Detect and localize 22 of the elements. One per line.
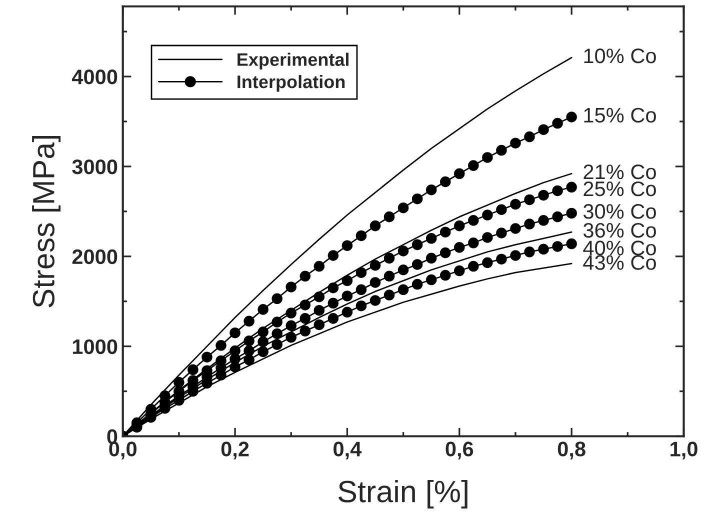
y-tick-label: 2000 bbox=[72, 249, 118, 264]
y-tick-label: 3000 bbox=[72, 159, 118, 174]
annotation: 36% Co bbox=[583, 222, 656, 238]
legend-label: Interpolation bbox=[238, 74, 345, 92]
annotation: 40% Co bbox=[583, 240, 656, 256]
annotation: 10% Co bbox=[584, 48, 656, 64]
annotation: 30% Co bbox=[583, 204, 656, 219]
legend-label: Experimental bbox=[238, 52, 348, 70]
y-tick-label: 4000 bbox=[72, 70, 118, 84]
x-tick-label: 1,0 bbox=[670, 442, 698, 460]
x-tick-label: 0,8 bbox=[558, 442, 586, 460]
x-tick-label: 0,0 bbox=[109, 442, 136, 460]
y-axis-title: Stress [MPa] bbox=[32, 136, 61, 308]
annotation: 21% Co bbox=[584, 164, 656, 180]
annotation: 25% Co bbox=[584, 181, 656, 196]
annotation: 43% Co bbox=[583, 255, 656, 270]
x-axis-title: Strain [%] bbox=[338, 480, 468, 508]
x-tick-label: 0,4 bbox=[334, 442, 362, 460]
x-tick-label: 0,2 bbox=[221, 442, 249, 460]
x-tick-label: 0,6 bbox=[446, 442, 474, 460]
annotation: 15% Co bbox=[584, 108, 656, 123]
y-tick-label: 1000 bbox=[72, 339, 118, 354]
